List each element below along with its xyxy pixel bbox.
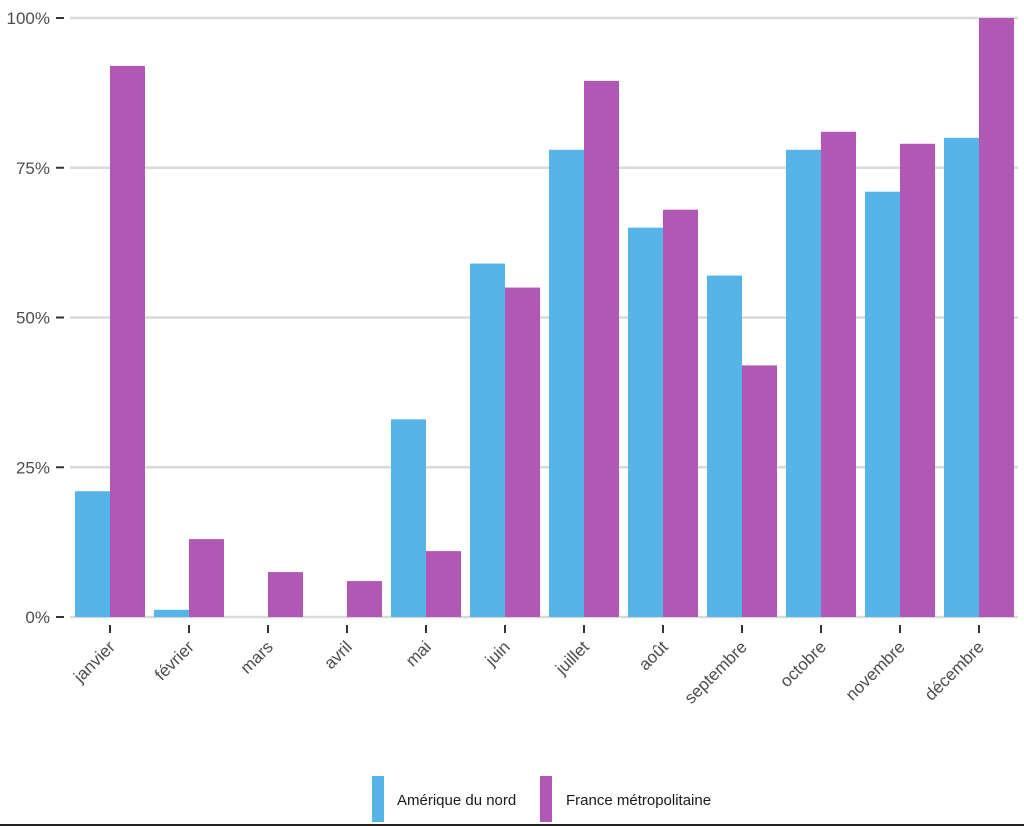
legend: Amérique du nord France métropolitaine [372, 776, 711, 822]
bar [707, 275, 742, 617]
bar [584, 80, 619, 617]
bar [347, 581, 382, 617]
x-axis: janvier février mars avril mai juin juillet aoû… [69, 625, 988, 708]
bar [426, 551, 461, 617]
bars [75, 18, 1014, 618]
x-tick-label: février [151, 637, 198, 684]
x-tick-label: août [635, 637, 672, 674]
legend-label: France métropolitaine [566, 792, 711, 809]
legend-label: Amérique du nord [397, 792, 516, 809]
bar [663, 209, 698, 617]
bar [944, 137, 979, 618]
x-tick-label: octobre [776, 637, 830, 691]
bar [628, 227, 663, 617]
bar [470, 263, 505, 617]
x-tick-label: juillet [551, 637, 593, 679]
legend-swatch [372, 776, 384, 822]
y-tick-label: 75% [16, 159, 50, 178]
gridlines [70, 16, 1018, 619]
bar [154, 609, 189, 617]
bar [505, 287, 540, 617]
bar [900, 143, 935, 618]
x-tick-label: mars [237, 637, 277, 677]
y-tick-label: 25% [16, 458, 50, 477]
x-tick-label: décembre [921, 637, 988, 704]
x-tick-label: septembre [681, 637, 751, 707]
bar [268, 572, 303, 617]
bar [865, 191, 900, 617]
legend-swatch [540, 776, 552, 822]
x-tick-label: novembre [842, 637, 909, 704]
bar [821, 131, 856, 617]
bar [189, 539, 224, 617]
y-axis: 0% 25% 50% 75% 100% [7, 9, 64, 627]
bar [979, 18, 1014, 617]
x-tick-label: avril [320, 637, 355, 672]
bar [75, 491, 110, 617]
x-tick-label: mai [402, 637, 435, 670]
y-tick-label: 100% [7, 9, 50, 28]
y-tick-label: 50% [16, 309, 50, 328]
bar [391, 419, 426, 617]
x-tick-label: juin [481, 637, 514, 670]
bar [549, 149, 584, 617]
bar [110, 65, 145, 618]
bottom-border [0, 824, 1024, 826]
y-tick-label: 0% [25, 608, 50, 627]
x-tick-label: janvier [69, 637, 119, 687]
bar [742, 365, 777, 617]
bar [786, 149, 821, 617]
